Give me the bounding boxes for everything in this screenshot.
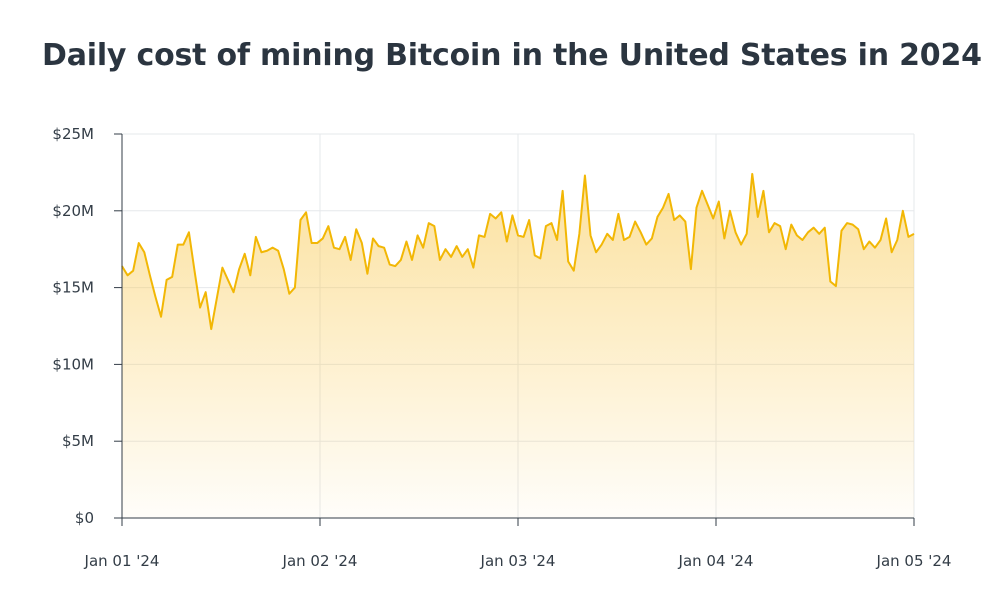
y-tick-label: $0: [75, 509, 94, 527]
y-tick-label: $10M: [52, 355, 94, 373]
chart-title: Daily cost of mining Bitcoin in the Unit…: [42, 38, 982, 73]
x-tick-label: Jan 05 '24: [876, 552, 952, 570]
y-tick-label: $15M: [52, 279, 94, 297]
x-tick-label: Jan 03 '24: [480, 552, 556, 570]
series-line: [121, 172, 915, 331]
axes: [114, 133, 915, 526]
area-fill: [122, 173, 914, 518]
x-tick-label: Jan 01 '24: [84, 552, 160, 570]
x-axis-tick-labels: Jan 01 '24 Jan 02 '24 Jan 03 '24 Jan 04 '24…: [84, 552, 952, 570]
x-tick-label: Jan 02 '24: [282, 552, 358, 570]
y-tick-label: $25M: [52, 125, 94, 143]
y-tick-label: $20M: [52, 202, 94, 220]
y-axis-tick-labels: $0 $5M $10M $15M $20M $25M: [52, 125, 94, 527]
y-tick-label: $5M: [62, 432, 94, 450]
x-tick-label: Jan 04 '24: [678, 552, 754, 570]
